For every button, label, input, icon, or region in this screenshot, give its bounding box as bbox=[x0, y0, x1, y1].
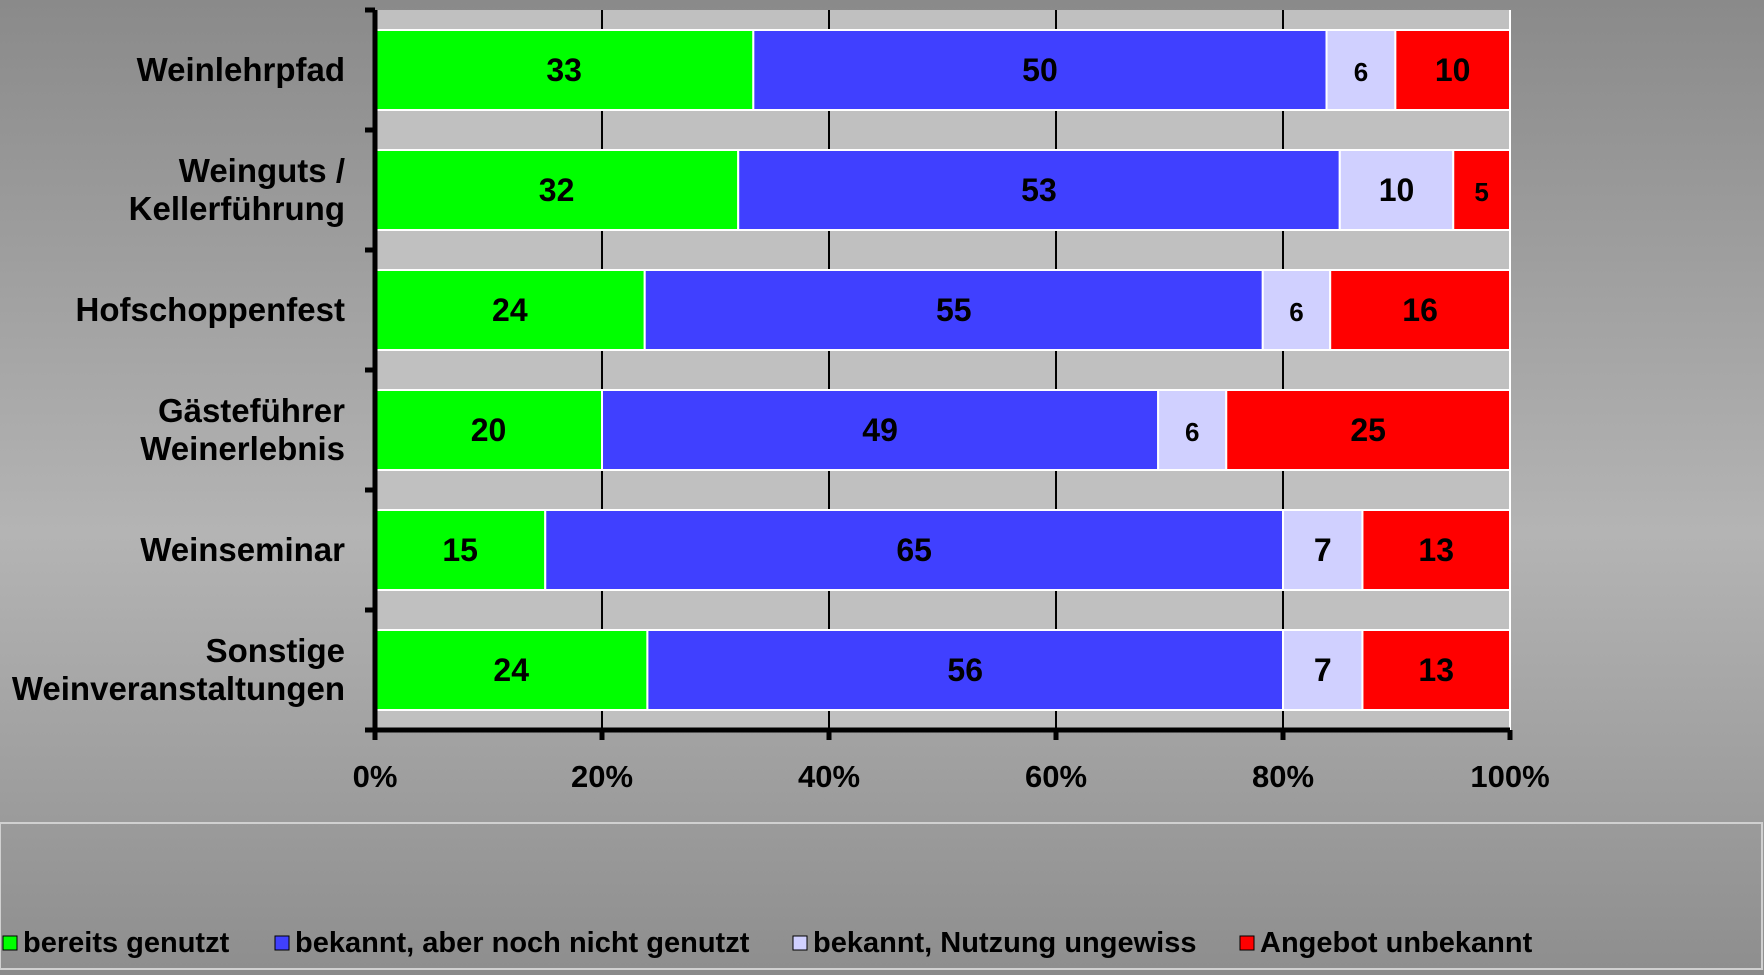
data-label: 5 bbox=[1474, 177, 1488, 207]
legend-swatch bbox=[1239, 935, 1255, 951]
legend-label: bekannt, Nutzung ungewiss bbox=[813, 927, 1196, 959]
legend-swatch bbox=[2, 935, 18, 951]
category-label: Gästeführer bbox=[158, 392, 345, 429]
data-label: 53 bbox=[1021, 172, 1057, 208]
legend-label: bekannt, aber noch nicht genutzt bbox=[295, 927, 750, 959]
category-label: Weinerlebnis bbox=[140, 430, 345, 467]
bar-segment bbox=[1261, 269, 1332, 351]
data-label: 49 bbox=[862, 412, 898, 448]
data-label: 10 bbox=[1435, 52, 1471, 88]
data-label: 56 bbox=[947, 652, 983, 688]
category-label: Weinlehrpfad bbox=[137, 51, 345, 88]
data-label: 7 bbox=[1314, 652, 1332, 688]
data-label: 24 bbox=[492, 292, 528, 328]
bar-segment bbox=[1225, 389, 1511, 471]
legend-label: Angebot unbekannt bbox=[1260, 927, 1533, 959]
legend-swatch bbox=[274, 935, 290, 951]
data-label: 6 bbox=[1289, 297, 1303, 327]
data-label: 33 bbox=[546, 52, 582, 88]
bar-segment bbox=[1157, 389, 1228, 471]
bar-segment bbox=[1282, 509, 1364, 591]
category-label: Weinguts / bbox=[179, 152, 345, 189]
bar-segment bbox=[1329, 269, 1511, 351]
data-label: 13 bbox=[1418, 532, 1454, 568]
bar-segment bbox=[1338, 149, 1455, 231]
bar-segment bbox=[1325, 29, 1397, 111]
legend-swatch bbox=[792, 935, 808, 951]
bar-segment bbox=[1282, 629, 1364, 711]
bar-segment bbox=[374, 29, 755, 111]
bar-segment bbox=[752, 29, 1328, 111]
bar-segment bbox=[374, 509, 547, 591]
data-label: 24 bbox=[493, 652, 529, 688]
plot-area bbox=[375, 10, 1510, 730]
data-label: 16 bbox=[1402, 292, 1438, 328]
data-label: 10 bbox=[1379, 172, 1415, 208]
bar-segment bbox=[1394, 29, 1511, 111]
x-tick-label: 20% bbox=[571, 759, 633, 794]
data-label: 13 bbox=[1418, 652, 1454, 688]
data-label: 6 bbox=[1185, 417, 1199, 447]
data-label: 6 bbox=[1354, 57, 1368, 87]
data-label: 7 bbox=[1314, 532, 1332, 568]
x-tick-label: 0% bbox=[353, 759, 398, 794]
x-tick-label: 80% bbox=[1252, 759, 1314, 794]
data-label: 50 bbox=[1022, 52, 1058, 88]
data-label: 65 bbox=[896, 532, 932, 568]
category-label: Sonstige bbox=[206, 632, 345, 669]
legend-box bbox=[0, 822, 1763, 970]
data-label: 32 bbox=[539, 172, 575, 208]
bar-segment bbox=[737, 149, 1341, 231]
category-label: Weinveranstaltungen bbox=[12, 670, 345, 707]
bar-segment bbox=[1361, 509, 1511, 591]
legend-label: bereits genutzt bbox=[23, 927, 230, 959]
data-label: 15 bbox=[442, 532, 478, 568]
bar-segment bbox=[374, 149, 740, 231]
bar-segment bbox=[374, 269, 646, 351]
bar-segment bbox=[544, 509, 1284, 591]
category-label: Hofschoppenfest bbox=[75, 291, 345, 328]
data-label: 25 bbox=[1350, 412, 1386, 448]
bar-segment bbox=[1452, 149, 1511, 231]
x-tick-label: 60% bbox=[1025, 759, 1087, 794]
x-tick-label: 40% bbox=[798, 759, 860, 794]
data-label: 20 bbox=[471, 412, 507, 448]
bar-segment bbox=[1361, 629, 1511, 711]
category-label: Weinseminar bbox=[140, 531, 345, 568]
x-tick-label: 100% bbox=[1470, 759, 1549, 794]
bar-segment bbox=[646, 629, 1284, 711]
category-label: Kellerführung bbox=[129, 190, 345, 227]
data-label: 55 bbox=[936, 292, 972, 328]
